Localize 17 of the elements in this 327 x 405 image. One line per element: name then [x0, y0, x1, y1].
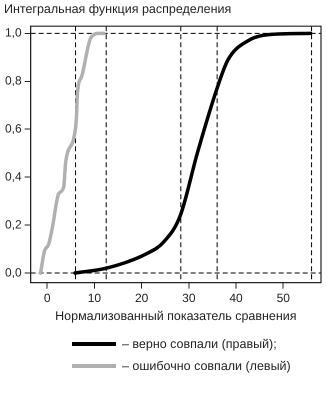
- x-tick-label: 50: [276, 291, 290, 306]
- y-axis-title: Интегральная функция распределения: [4, 2, 232, 16]
- x-tick-label: 30: [182, 291, 196, 306]
- legend-label: – ошибочно совпали (левый): [122, 359, 291, 373]
- y-tick-label: 0,4: [4, 169, 22, 184]
- x-tick-label: 10: [88, 291, 102, 306]
- x-tick-label: 0: [44, 291, 51, 306]
- y-tick-label: 1,0: [4, 26, 22, 40]
- y-tick-label: 0,8: [4, 74, 22, 88]
- y-tick-label: 0,6: [4, 122, 22, 136]
- x-axis-title: Нормализованный показатель сравнения: [55, 308, 297, 323]
- y-tick-label: 0,0: [4, 265, 22, 280]
- line-series: [38, 32, 106, 275]
- legend-label: – верно совпали (правый);: [122, 337, 277, 351]
- y-tick-label: 0,2: [4, 217, 22, 232]
- x-tick-label: 20: [134, 291, 149, 306]
- x-tick-label: 40: [229, 291, 244, 306]
